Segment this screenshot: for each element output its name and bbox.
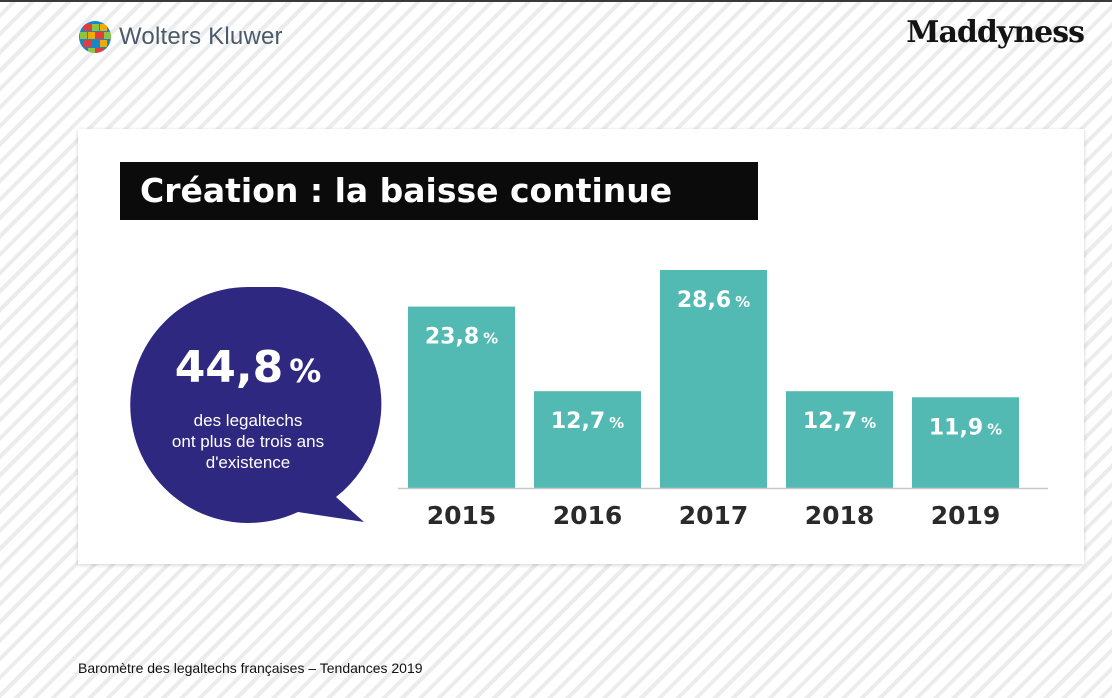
footer-source: Baromètre des legaltechs françaises – Te… bbox=[78, 660, 423, 676]
bar-value-label-2018: 12,7% bbox=[803, 409, 876, 434]
bar-value-label-2016: 12,7% bbox=[551, 409, 624, 434]
stat-value: 44,8% bbox=[128, 342, 368, 393]
x-tick-label-2017: 2017 bbox=[679, 501, 749, 530]
wolters-kluwer-wordmark: Wolters Kluwer bbox=[119, 23, 283, 50]
bar-2017 bbox=[660, 270, 767, 488]
wolters-kluwer-globe-icon bbox=[79, 21, 111, 53]
maddyness-logo[interactable]: Maddyness bbox=[906, 15, 1085, 50]
stat-description: des legaltechs ont plus de trois ans d'e… bbox=[171, 411, 325, 472]
x-tick-label-2015: 2015 bbox=[427, 501, 497, 530]
stat-unit: % bbox=[289, 352, 322, 390]
bar-2015 bbox=[408, 306, 515, 488]
speech-bubble-shape bbox=[130, 287, 382, 523]
bar-value-label-2019: 11,9% bbox=[929, 415, 1002, 440]
bar-2016 bbox=[534, 391, 641, 488]
stat-number: 44,8 bbox=[174, 342, 284, 393]
bar-2018 bbox=[786, 391, 893, 488]
chart-title: Création : la baisse continue bbox=[120, 162, 758, 220]
bar-value-label-2017: 28,6% bbox=[677, 288, 750, 313]
wolters-kluwer-logo[interactable]: Wolters Kluwer bbox=[78, 17, 283, 57]
top-border bbox=[0, 0, 1112, 2]
bar-2019 bbox=[912, 397, 1019, 488]
bar-chart: 23,8 % 2015 12,7 % 2016 28,6 % 2017 12,7 % 2018 11,9… bbox=[398, 270, 1048, 530]
x-tick-label-2019: 2019 bbox=[931, 501, 1001, 530]
x-tick-label-2016: 2016 bbox=[553, 501, 623, 530]
bar-value-label-2015: 23,8% bbox=[425, 325, 498, 350]
x-tick-label-2018: 2018 bbox=[805, 501, 875, 530]
stat-bubble: 44,8% des legaltechs ont plus de trois a… bbox=[128, 287, 388, 527]
infographic-card: Création : la baisse continue 44,8% des … bbox=[78, 129, 1084, 564]
